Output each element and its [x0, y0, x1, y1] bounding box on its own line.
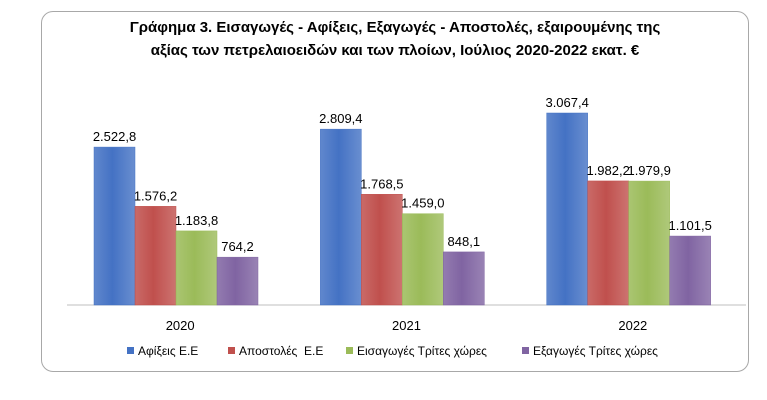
legend-swatch-3	[346, 347, 353, 354]
legend-label-2: Αποστολές Ε.Ε	[239, 344, 323, 358]
bar-2022-series-4	[669, 235, 711, 306]
bar-2020-series-4	[216, 256, 259, 306]
chart-title-line-2: αξίας των πετρελαιοειδών και των πλοίων,…	[150, 42, 640, 59]
chart-title: Γράφημα 3. Εισαγωγές - Αφίξεις, Εξαγωγές…	[41, 16, 749, 62]
legend-label-1: Αφίξεις Ε.Ε	[138, 344, 198, 358]
bar-2021-series-4	[443, 251, 485, 306]
bar-2022-series-2	[587, 180, 629, 306]
x-tick-label-2022: 2022	[618, 318, 647, 333]
x-tick-label-2020: 2020	[166, 318, 195, 333]
data-label-2022-series-1: 3.067,4	[545, 95, 588, 110]
data-label-2021-series-2: 1.768,5	[360, 176, 403, 191]
x-tick-label-2021: 2021	[392, 318, 421, 333]
data-label-2020-series-4: 764,2	[221, 239, 254, 254]
bar-2020-series-3	[175, 230, 218, 306]
data-label-2021-series-4: 848,1	[448, 234, 481, 249]
bar-2022-series-1	[546, 112, 588, 306]
data-label-2022-series-4: 1.101,5	[668, 218, 711, 233]
bar-2022-series-3	[628, 180, 670, 306]
bar-2021-series-1	[320, 128, 362, 306]
legend-label-3: Εισαγωγές Τρίτες χώρες	[357, 344, 487, 358]
bar-2021-series-2	[361, 194, 403, 306]
data-label-2021-series-3: 1.459,0	[401, 196, 444, 211]
data-label-2022-series-3: 1.979,9	[627, 163, 670, 178]
data-label-2020-series-3: 1.183,8	[175, 213, 218, 228]
legend-swatch-1	[127, 347, 134, 354]
bar-2020-series-1	[93, 146, 136, 306]
data-label-2020-series-2: 1.576,2	[134, 188, 177, 203]
data-label-2021-series-1: 2.809,4	[319, 111, 362, 126]
bar-2020-series-2	[134, 206, 177, 306]
data-label-2020-series-1: 2.522,8	[93, 129, 136, 144]
legend-swatch-4	[522, 347, 529, 354]
legend-swatch-2	[228, 347, 235, 354]
chart-title-line-1: Γράφημα 3. Εισαγωγές - Αφίξεις, Εξαγωγές…	[129, 19, 661, 36]
data-label-2022-series-2: 1.982,2	[586, 163, 629, 178]
legend-label-4: Εξαγωγές Τρίτες χώρες	[533, 344, 658, 358]
bar-2021-series-3	[402, 213, 444, 306]
